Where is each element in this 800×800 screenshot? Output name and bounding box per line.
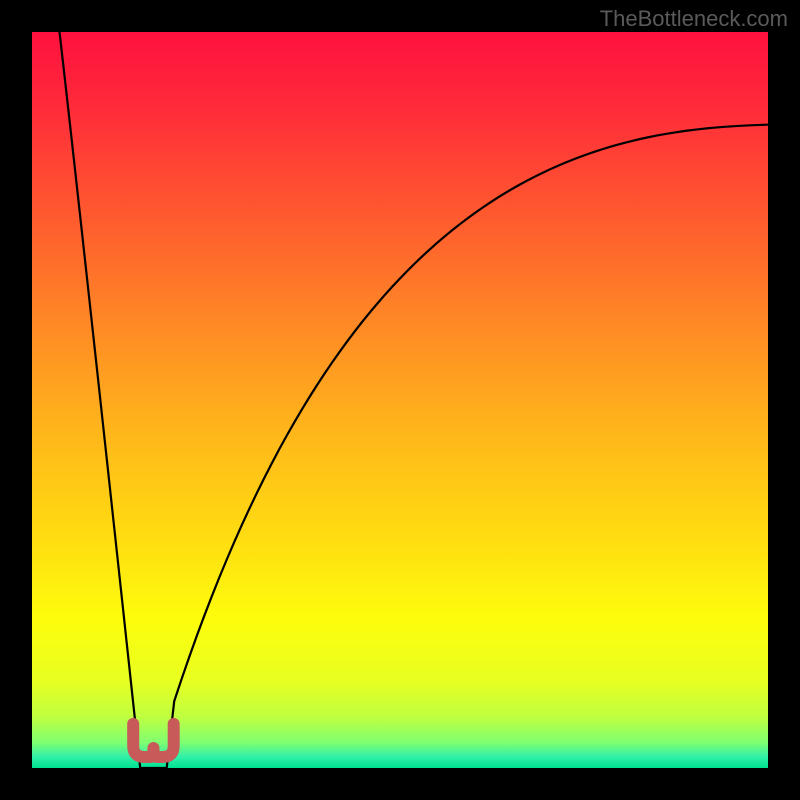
chart-svg xyxy=(32,32,768,768)
plot-area xyxy=(32,32,768,768)
watermark-text: TheBottleneck.com xyxy=(600,6,788,32)
gradient-background xyxy=(32,32,768,768)
chart-container: TheBottleneck.com xyxy=(0,0,800,800)
